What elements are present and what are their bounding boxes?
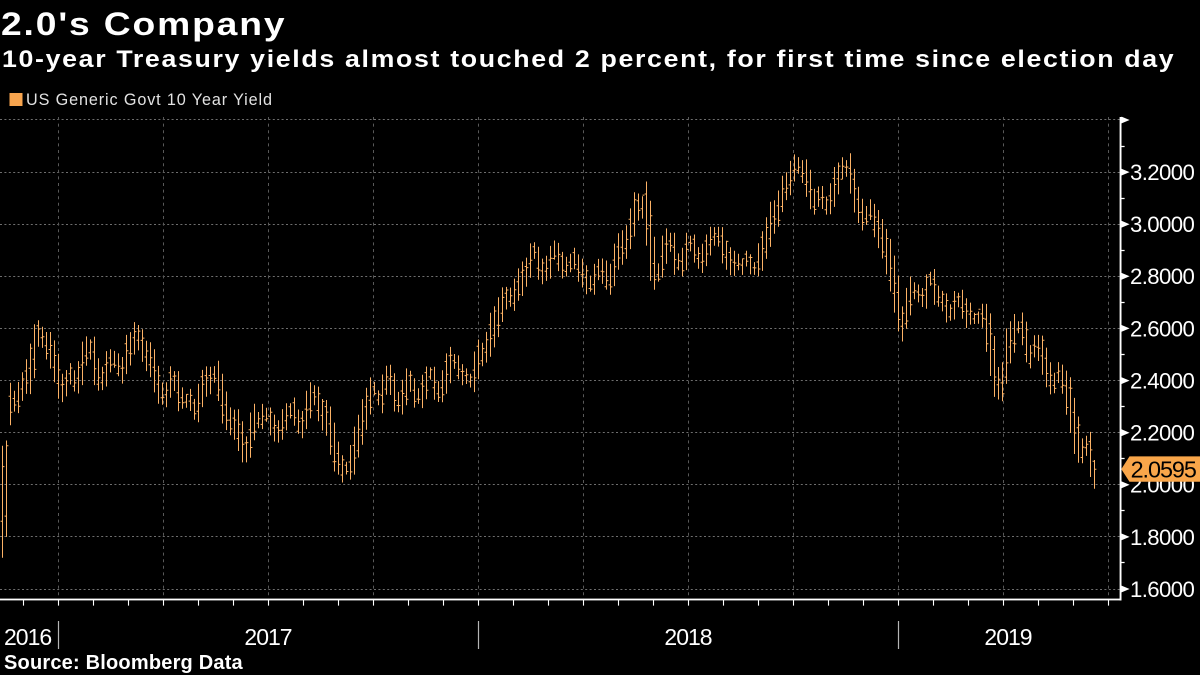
svg-text:3.2000: 3.2000 — [1130, 160, 1195, 185]
svg-text:2019: 2019 — [984, 624, 1031, 650]
svg-text:2.2000: 2.2000 — [1130, 421, 1195, 446]
svg-text:2016: 2016 — [4, 624, 51, 650]
svg-text:2.0595: 2.0595 — [1131, 457, 1197, 483]
svg-text:2.6000: 2.6000 — [1130, 316, 1195, 341]
svg-text:3.0000: 3.0000 — [1130, 212, 1195, 237]
svg-text:1.6000: 1.6000 — [1130, 577, 1195, 602]
svg-text:2017: 2017 — [244, 624, 291, 650]
svg-text:2.8000: 2.8000 — [1130, 264, 1195, 289]
svg-text:1.8000: 1.8000 — [1130, 525, 1195, 550]
svg-text:2.4000: 2.4000 — [1130, 369, 1195, 394]
svg-text:2018: 2018 — [664, 624, 711, 650]
